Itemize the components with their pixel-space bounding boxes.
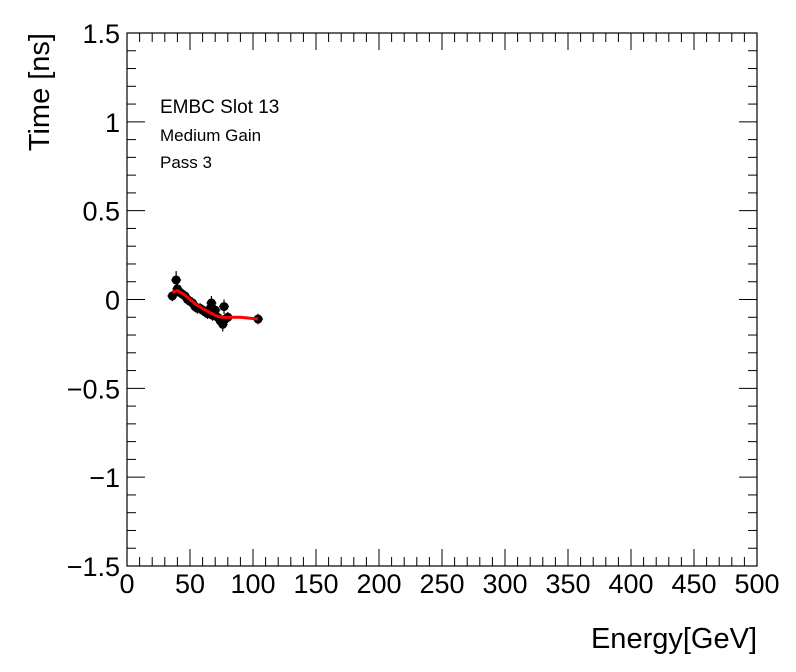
x-tick-label: 400 bbox=[608, 569, 653, 599]
y-tick-label: 1.5 bbox=[82, 19, 120, 49]
x-tick-label: 500 bbox=[734, 569, 779, 599]
x-tick-label: 450 bbox=[671, 569, 716, 599]
x-axis-ticks: 0 50 100 150 200 250 300 350 400 450 500 bbox=[119, 33, 780, 599]
x-tick-label: 0 bbox=[119, 569, 134, 599]
y-tick-label: 0.5 bbox=[82, 197, 120, 227]
y-tick-label: −0.5 bbox=[67, 374, 120, 404]
y-axis-ticks: 1.5 1 0.5 0 −0.5 −1 −1.5 bbox=[67, 19, 757, 582]
x-tick-label: 100 bbox=[230, 569, 275, 599]
y-axis-title: Time [ns] bbox=[24, 33, 56, 151]
x-tick-label: 300 bbox=[482, 569, 527, 599]
x-tick-label: 50 bbox=[175, 569, 205, 599]
x-tick-label: 150 bbox=[293, 569, 338, 599]
annotation-pass: Pass 3 bbox=[160, 153, 212, 172]
x-tick-label: 350 bbox=[545, 569, 590, 599]
fit-line bbox=[171, 288, 259, 321]
annotation-detector: EMBC Slot 13 bbox=[160, 97, 279, 118]
x-tick-label: 250 bbox=[419, 569, 464, 599]
y-tick-label: −1 bbox=[89, 463, 120, 493]
data-point bbox=[253, 314, 263, 324]
x-axis-title: Energy[GeV] bbox=[591, 623, 757, 655]
data-point bbox=[171, 275, 181, 285]
data-point bbox=[167, 291, 177, 301]
y-tick-label: 0 bbox=[105, 286, 120, 316]
y-tick-label: 1 bbox=[105, 108, 120, 138]
data-marks bbox=[167, 271, 264, 332]
data-point bbox=[206, 298, 216, 308]
x-tick-label: 200 bbox=[356, 569, 401, 599]
y-tick-label: −1.5 bbox=[67, 552, 120, 582]
annotation-gain: Medium Gain bbox=[160, 126, 261, 145]
data-point bbox=[219, 302, 229, 312]
